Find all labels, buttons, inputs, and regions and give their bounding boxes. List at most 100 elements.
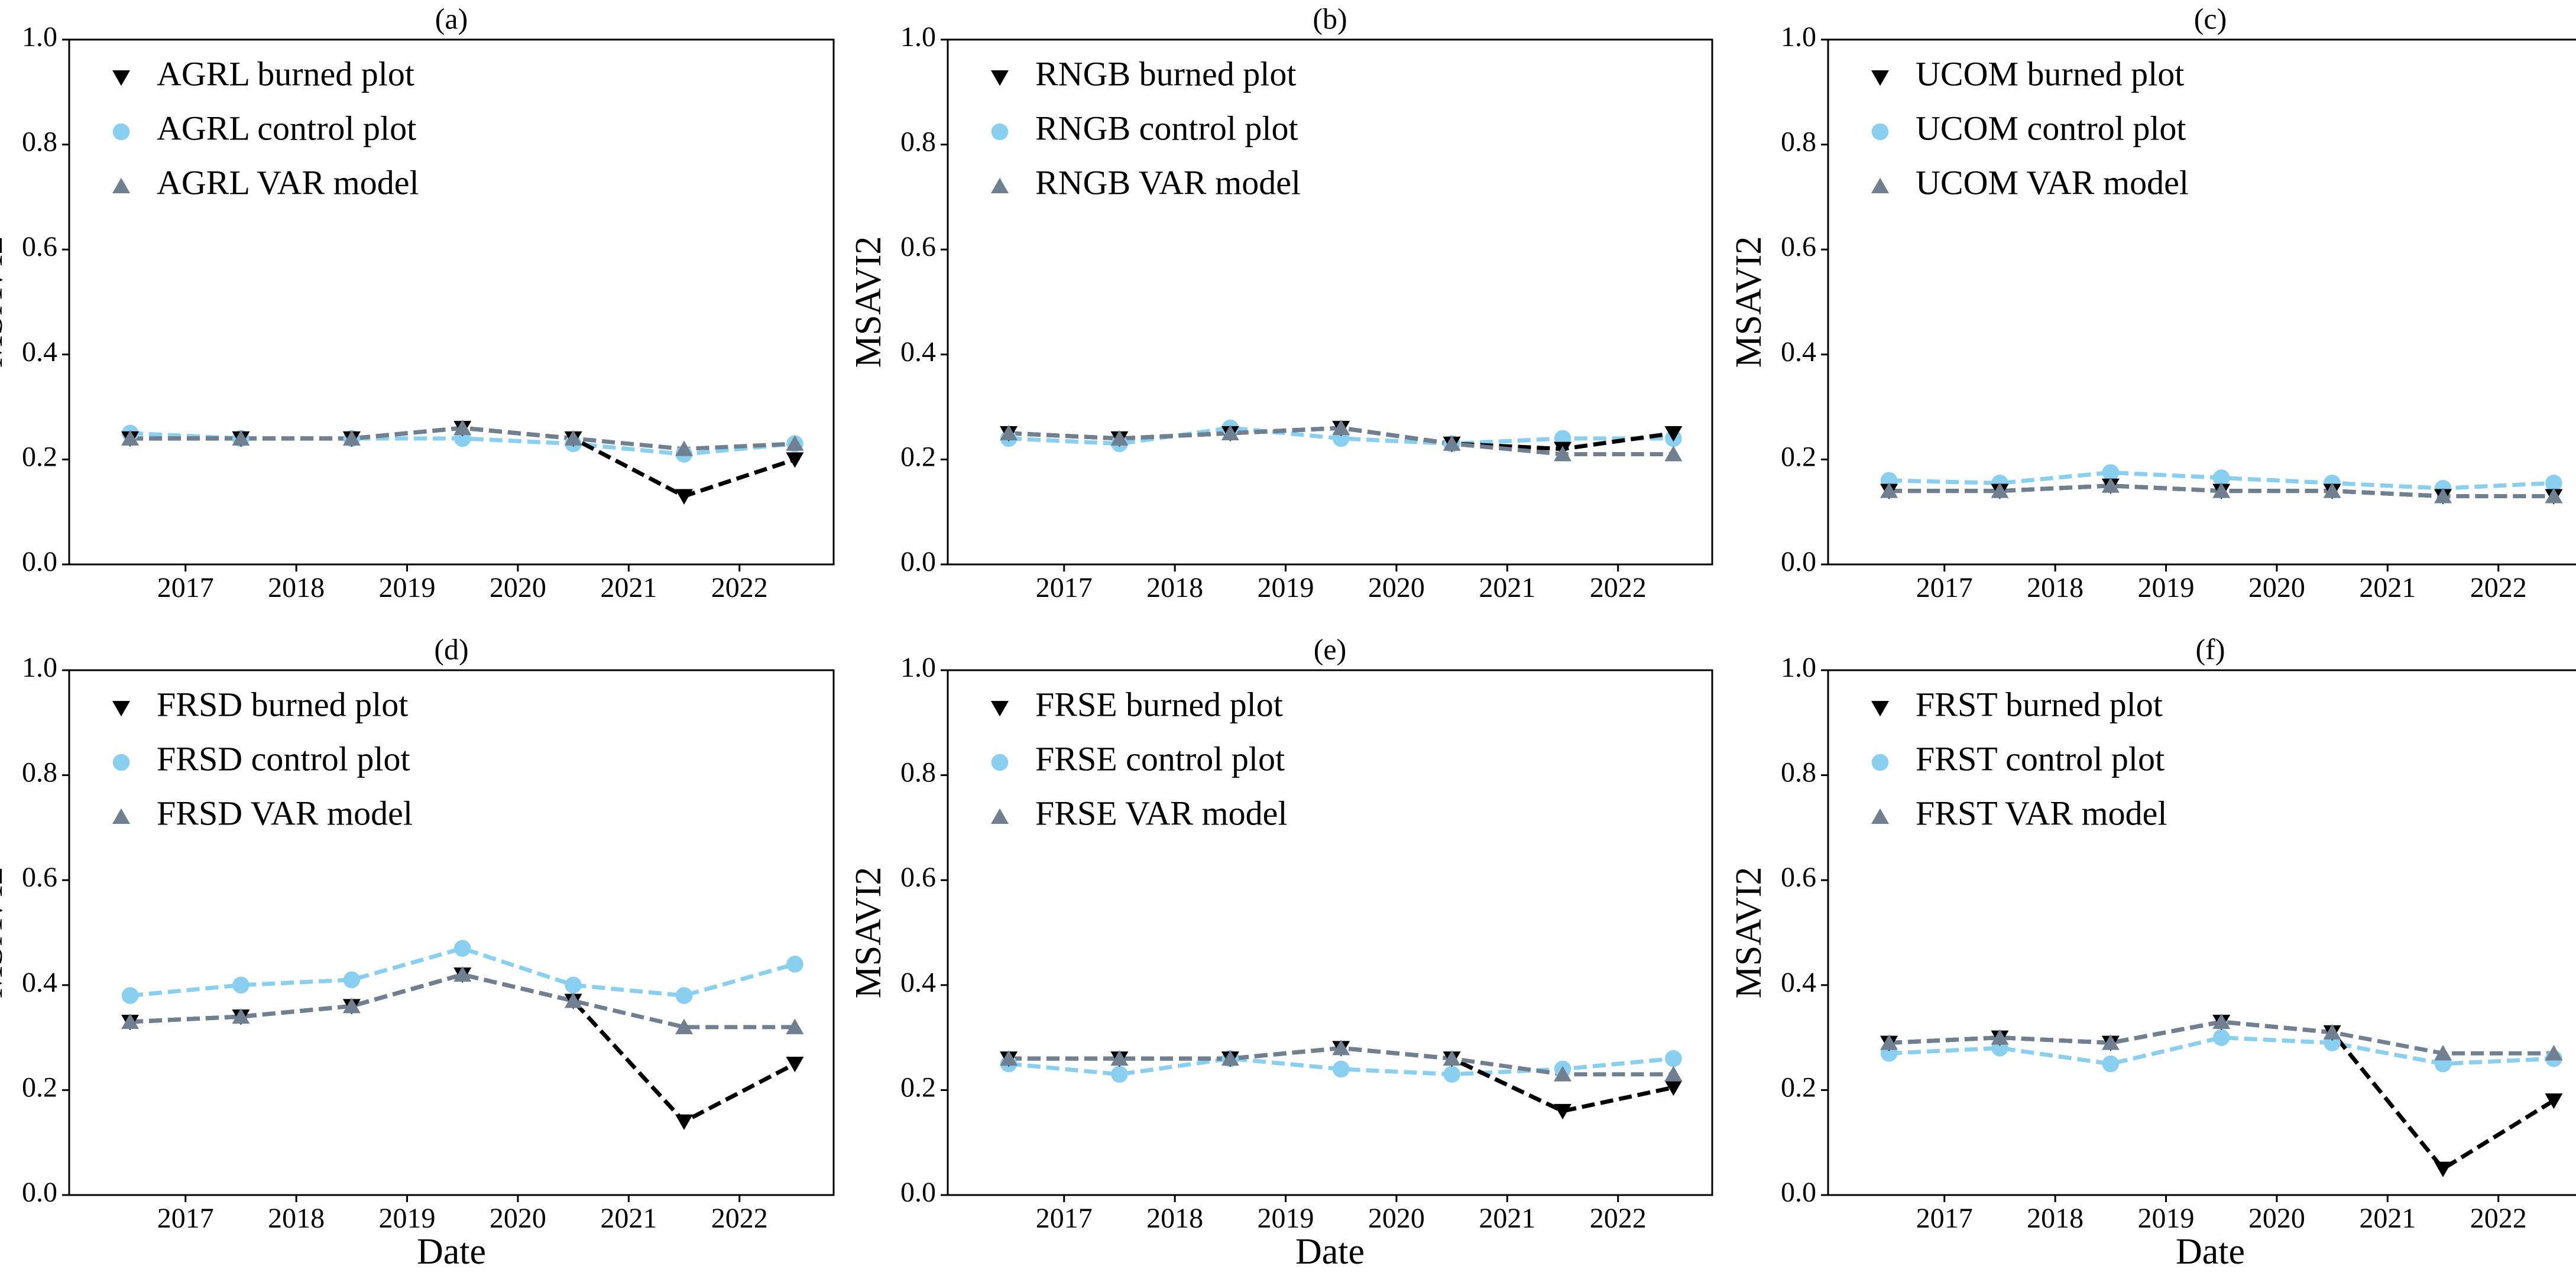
marker (675, 987, 693, 1004)
marker (2434, 1044, 2452, 1061)
marker (342, 998, 361, 1014)
marker (675, 489, 694, 505)
y-tick-label: 0.4 (900, 967, 936, 998)
plot-frame (947, 669, 1713, 1196)
x-tick-label: 2017 (1916, 572, 1973, 603)
marker (1880, 1034, 1898, 1050)
y-tick-label: 1.0 (1781, 652, 1816, 683)
marker (121, 1013, 140, 1029)
legend-label: FRSE burned plot (1035, 685, 1283, 723)
marker (343, 971, 361, 989)
x-tick-label: 2017 (157, 1203, 214, 1234)
x-tick-label: 2020 (1368, 1203, 1425, 1234)
legend-marker (112, 177, 130, 193)
legend-label: FRST burned plot (1916, 685, 2163, 723)
legend-label: UCOM VAR model (1916, 163, 2189, 202)
subplot: (a) 0.0 0.2 0.4 0.6 0.8 1.0 2017 2018 2019 2020 202… (0, 2, 835, 603)
plot-frame (68, 38, 835, 566)
plot-frame (1827, 669, 2576, 1196)
y-tick-label: 1.0 (22, 652, 57, 683)
y-axis-label: MSAVI2 (0, 236, 10, 368)
x-tick-label: 2018 (2027, 572, 2084, 603)
marker (1221, 1050, 1239, 1066)
marker (232, 1008, 250, 1024)
marker (2545, 488, 2563, 504)
marker (1000, 1050, 1018, 1066)
marker (232, 976, 250, 994)
y-tick-label: 1.0 (22, 21, 57, 53)
series-line (129, 972, 796, 1125)
marker (2102, 464, 2120, 481)
marker (675, 1018, 694, 1034)
legend-label: FRST control plot (1916, 739, 2165, 778)
x-tick-label: 2018 (268, 572, 325, 603)
marker (2434, 488, 2452, 504)
marker (1110, 1050, 1129, 1066)
subplot-title: (e) (1314, 632, 1347, 665)
x-tick-label: 2021 (1479, 572, 1535, 603)
marker (2102, 1055, 2120, 1073)
legend-label: RNGB burned plot (1035, 54, 1296, 93)
x-tick-label: 2022 (1590, 572, 1647, 603)
marker (786, 1057, 804, 1073)
x-tick-label: 2020 (490, 1203, 546, 1234)
x-tick-label: 2018 (2027, 1203, 2084, 1234)
marker (1554, 1066, 1572, 1082)
legend-label: FRST VAR model (1916, 794, 2167, 832)
y-tick-label: 0.0 (900, 546, 936, 577)
legend-marker (1871, 123, 1889, 141)
y-tick-label: 0.4 (22, 967, 57, 998)
y-tick-label: 0.2 (22, 1072, 57, 1103)
marker (1443, 1066, 1460, 1083)
x-tick-label: 2022 (2470, 572, 2527, 603)
x-tick-label: 2020 (2248, 572, 2305, 603)
y-axis-label: MSAVI2 (1729, 236, 1769, 368)
y-tick-label: 0.8 (1781, 757, 1816, 788)
x-tick-label: 2019 (2138, 1203, 2195, 1234)
marker (1000, 424, 1018, 440)
x-tick-label: 2020 (490, 572, 546, 603)
y-tick-label: 0.8 (900, 757, 936, 788)
legend-marker (1871, 177, 1889, 193)
subplot: (c) 0.0 0.2 0.4 0.6 0.8 1.0 2017 2018 2019 2020 202… (1729, 2, 2576, 603)
y-tick-label: 0.6 (1781, 862, 1816, 893)
x-tick-label: 2017 (1036, 1203, 1093, 1234)
x-tick-label: 2022 (711, 1203, 768, 1234)
subplot: (b) 0.0 0.2 0.4 0.6 0.8 1.0 2017 2018 2019 2020 202… (848, 2, 1713, 603)
marker (342, 430, 361, 446)
x-tick-label: 2022 (2470, 1203, 2527, 1234)
marker (564, 430, 582, 446)
y-tick-label: 0.6 (1781, 231, 1816, 262)
marker (1665, 1050, 1682, 1067)
legend-marker (112, 123, 130, 141)
y-tick-label: 0.2 (900, 441, 936, 472)
y-tick-label: 0.4 (1781, 336, 1816, 368)
y-axis-label: MSAVI2 (848, 236, 889, 368)
marker (2212, 469, 2230, 486)
legend-marker (991, 701, 1009, 717)
marker (786, 956, 803, 973)
x-tick-label: 2019 (1258, 1203, 1314, 1234)
marker (1991, 1029, 2009, 1045)
marker (1110, 430, 1129, 446)
y-tick-label: 0.8 (1781, 126, 1816, 158)
legend-marker (1871, 70, 1889, 86)
y-tick-label: 0.6 (900, 862, 936, 893)
y-tick-label: 0.6 (22, 862, 57, 893)
marker (121, 987, 139, 1004)
y-tick-label: 1.0 (900, 21, 936, 53)
marker (2323, 482, 2341, 498)
legend-label: UCOM burned plot (1916, 54, 2184, 93)
marker (453, 419, 472, 436)
legend-label: UCOM control plot (1916, 109, 2186, 147)
y-tick-label: 0.2 (22, 441, 57, 472)
subplot-title: (a) (435, 2, 468, 35)
subplot: (e) 0.0 0.2 0.4 0.6 0.8 1.0 2017 2018 2019 2020 202… (848, 632, 1713, 1272)
subplot-title: (b) (1313, 2, 1347, 35)
x-axis-label: Date (1295, 1232, 1365, 1272)
plot-frame (1827, 38, 2576, 566)
legend-label: FRSD VAR model (157, 794, 413, 832)
legend-label: RNGB VAR model (1035, 163, 1301, 202)
